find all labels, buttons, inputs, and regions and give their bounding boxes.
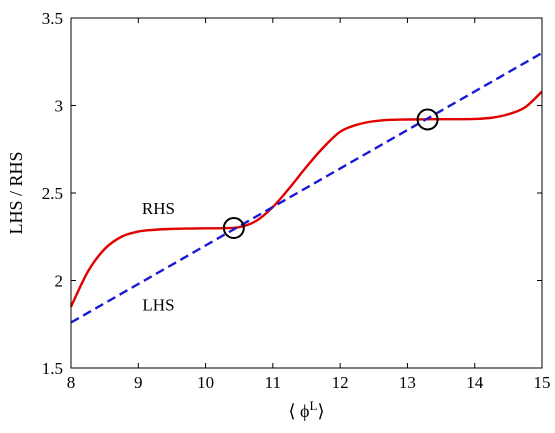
series-layer (69, 51, 543, 324)
y-tick-label: 2.5 (42, 184, 63, 203)
x-tick-label: 8 (67, 373, 76, 392)
y-axis-title: LHS / RHS (6, 151, 26, 234)
x-axis-title: ⟨ ϕL⟩ (289, 398, 325, 421)
x-tick-label: 9 (134, 373, 143, 392)
x-axis-title-main: ⟨ ϕ (289, 401, 310, 421)
x-tick-label: 12 (332, 373, 349, 392)
tick-layer: 8 9 10 11 12 13 14 15 1.5 2 2.5 3 3.5 (42, 9, 551, 392)
annotation-lhs: LHS (142, 295, 174, 314)
plot-background (71, 18, 542, 368)
x-axis-title-close: ⟩ (317, 401, 324, 421)
series-line-rhs (69, 90, 543, 308)
y-tick-label: 1.5 (42, 359, 63, 378)
y-tick-label: 3.5 (42, 9, 63, 28)
x-tick-label: 11 (265, 373, 281, 392)
annotation-rhs: RHS (142, 199, 175, 218)
x-tick-label: 15 (534, 373, 551, 392)
intersection-marker-1 (222, 217, 245, 239)
x-tick-label: 14 (466, 373, 484, 392)
annotation-layer: RHS LHS (142, 199, 175, 314)
intersection-marker-2 (416, 108, 439, 131)
x-tick-label: 13 (399, 373, 416, 392)
x-tick-label: 10 (197, 373, 214, 392)
series-line-lhs (70, 51, 543, 324)
x-axis-title-superscript: L (310, 398, 318, 413)
y-tick-label: 3 (55, 97, 64, 116)
plot-frame (70, 17, 543, 369)
marker-layer (222, 108, 439, 239)
y-tick-label: 2 (55, 272, 64, 291)
